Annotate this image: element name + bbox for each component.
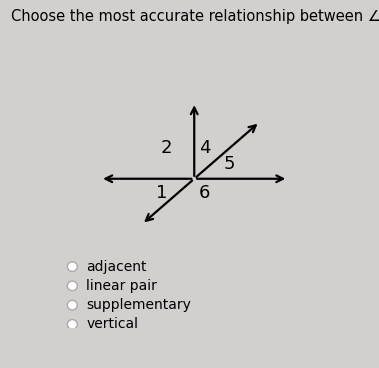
Circle shape (67, 319, 77, 329)
Text: adjacent: adjacent (86, 259, 147, 273)
Circle shape (67, 281, 77, 291)
Text: 2: 2 (161, 139, 172, 157)
Text: 6: 6 (199, 184, 210, 202)
Circle shape (67, 300, 77, 310)
Text: 1: 1 (156, 184, 168, 202)
Text: 4: 4 (199, 139, 210, 157)
Text: linear pair: linear pair (86, 279, 157, 293)
Text: Choose the most accurate relationship between ∠1 and ∠2.: Choose the most accurate relationship be… (11, 9, 379, 24)
Text: 5: 5 (223, 155, 235, 173)
Circle shape (67, 262, 77, 272)
Text: vertical: vertical (86, 318, 138, 332)
Text: supplementary: supplementary (86, 298, 191, 312)
